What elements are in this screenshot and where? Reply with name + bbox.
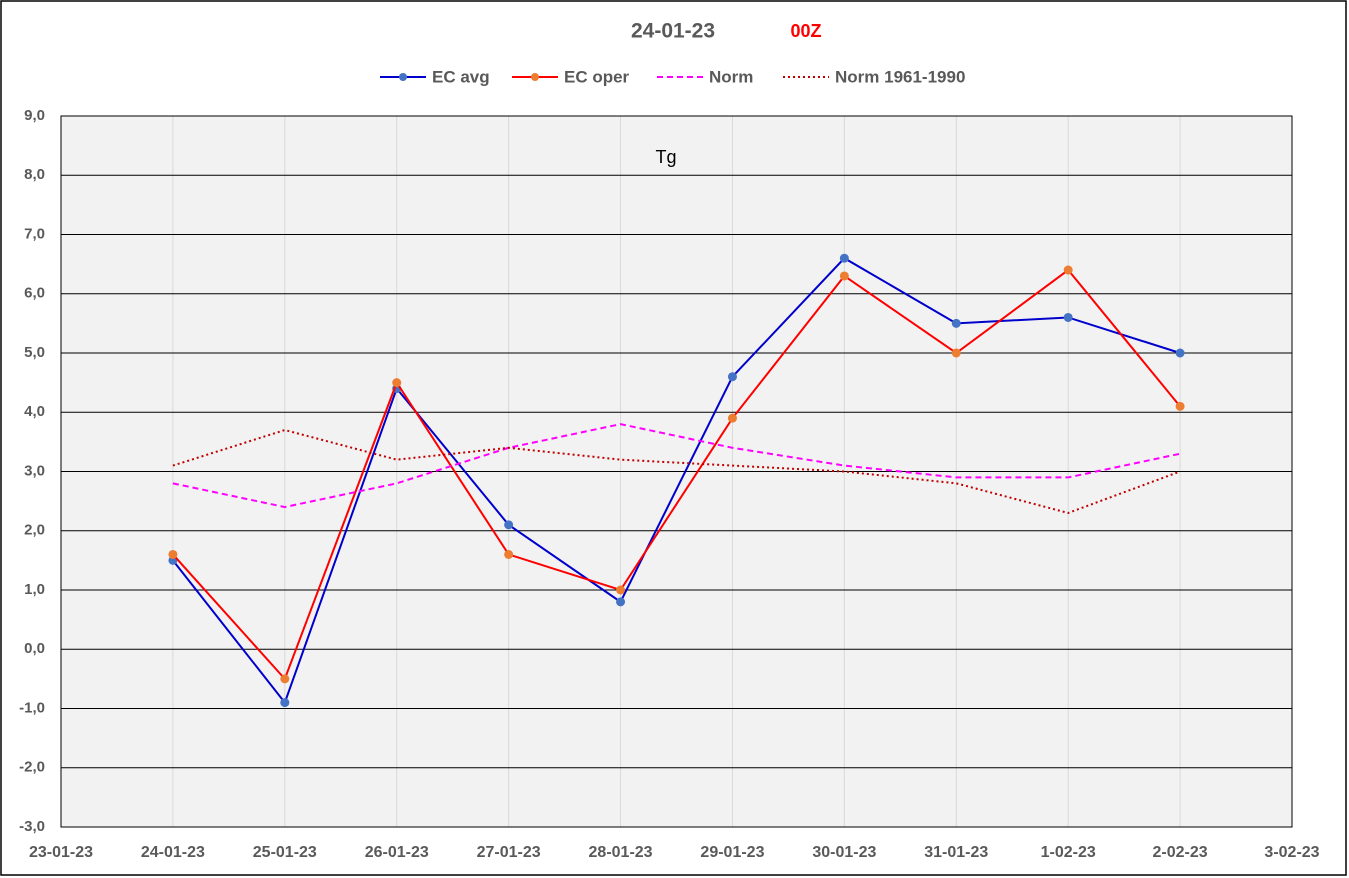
x-tick-label: 25-01-23 [253, 844, 317, 861]
data-point [168, 549, 178, 559]
legend-item: EC avg [380, 67, 490, 86]
x-tick-label: 29-01-23 [700, 844, 764, 861]
data-point [839, 271, 849, 281]
x-tick-label: 2-02-23 [1153, 844, 1208, 861]
data-point [1175, 401, 1185, 411]
y-tick-label: 2,0 [24, 522, 45, 539]
legend-item: Norm [657, 67, 753, 86]
legend-label: Norm [709, 67, 753, 86]
y-tick-label: -3,0 [19, 818, 45, 835]
legend-marker [531, 73, 539, 81]
data-point [392, 378, 402, 388]
y-tick-label: 5,0 [24, 344, 45, 361]
series-line [172, 256, 1181, 705]
data-point [1063, 265, 1073, 275]
data-point [616, 597, 626, 607]
x-tick-label: 1-02-23 [1041, 844, 1096, 861]
data-point [616, 585, 626, 595]
y-tick-label: 0,0 [24, 640, 45, 657]
x-tick-label: 24-01-23 [141, 844, 205, 861]
chart-subtitle: 00Z [790, 21, 821, 41]
y-tick-label: 9,0 [24, 107, 45, 124]
x-tick-label: 31-01-23 [924, 844, 988, 861]
data-point [727, 372, 737, 382]
x-tick-label: 30-01-23 [812, 844, 876, 861]
annotation: Tg [655, 147, 676, 167]
legend-label: EC oper [564, 67, 630, 86]
y-tick-label: -2,0 [19, 759, 45, 776]
data-point [1175, 348, 1185, 358]
legend-label: Norm 1961-1990 [835, 67, 965, 86]
x-tick-label: 27-01-23 [477, 844, 541, 861]
y-tick-label: 6,0 [24, 285, 45, 302]
x-tick-label: 28-01-23 [589, 844, 653, 861]
series-line [172, 428, 1181, 515]
y-tick-label: 3,0 [24, 462, 45, 479]
data-point [280, 698, 290, 708]
x-tick-label: 3-02-23 [1264, 844, 1319, 861]
chart-title: 24-01-23 [631, 20, 715, 43]
legend-label: EC avg [432, 67, 490, 86]
data-point [951, 318, 961, 328]
legend-marker [399, 73, 407, 81]
legend-item: Norm 1961-1990 [783, 67, 965, 86]
plot-border [60, 115, 1293, 828]
data-point [1063, 312, 1073, 322]
series-line [172, 423, 1181, 509]
data-point [951, 348, 961, 358]
data-point [504, 549, 514, 559]
series-line [172, 268, 1181, 681]
x-tick-label: 26-01-23 [365, 844, 429, 861]
data-point [280, 674, 290, 684]
y-tick-label: 7,0 [24, 225, 45, 242]
legend-item: EC oper [512, 67, 630, 86]
y-tick-label: 8,0 [24, 166, 45, 183]
y-tick-label: 1,0 [24, 581, 45, 598]
y-tick-label: 4,0 [24, 403, 45, 420]
data-point [839, 253, 849, 263]
data-point [504, 520, 514, 530]
data-point [727, 413, 737, 423]
y-tick-label: -1,0 [19, 699, 45, 716]
x-tick-label: 23-01-23 [29, 844, 93, 861]
